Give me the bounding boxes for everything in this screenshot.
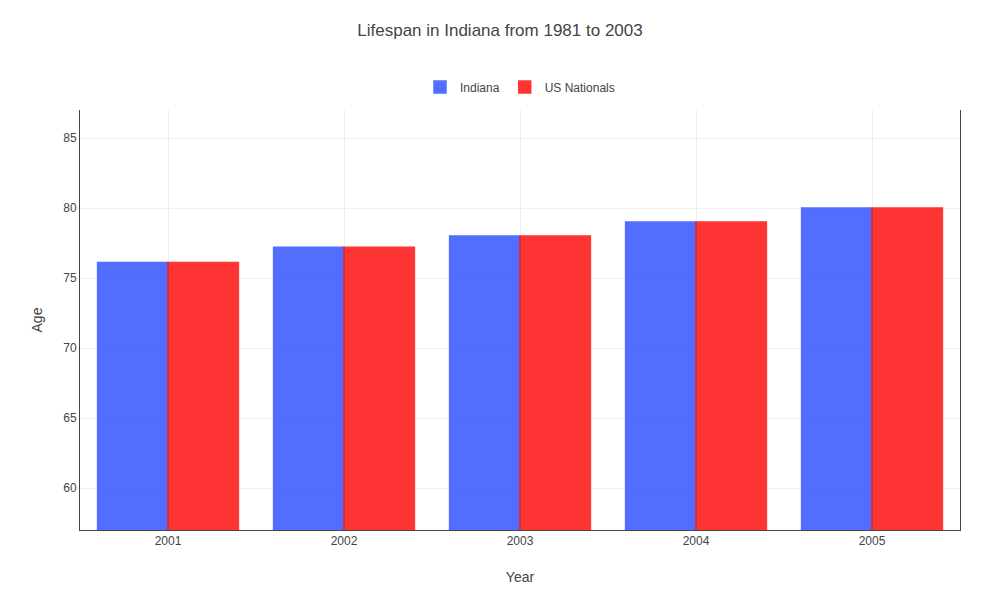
svg-text:Lifespan in Indiana from 1981: Lifespan in Indiana from 1981 to 2003: [357, 21, 642, 40]
svg-text:Indiana: Indiana: [460, 81, 500, 95]
svg-text:65: 65: [63, 411, 77, 425]
svg-text:2004: 2004: [683, 534, 710, 548]
svg-text:2003: 2003: [507, 534, 534, 548]
svg-text:2001: 2001: [155, 534, 182, 548]
svg-text:70: 70: [63, 341, 77, 355]
svg-text:US Nationals: US Nationals: [545, 81, 615, 95]
svg-text:2002: 2002: [331, 534, 358, 548]
svg-text:85: 85: [63, 131, 77, 145]
svg-text:2005: 2005: [859, 534, 886, 548]
svg-text:Year: Year: [506, 569, 535, 585]
svg-text:Age: Age: [29, 307, 45, 332]
svg-text:60: 60: [63, 481, 77, 495]
svg-text:80: 80: [63, 201, 77, 215]
svg-text:75: 75: [63, 271, 77, 285]
